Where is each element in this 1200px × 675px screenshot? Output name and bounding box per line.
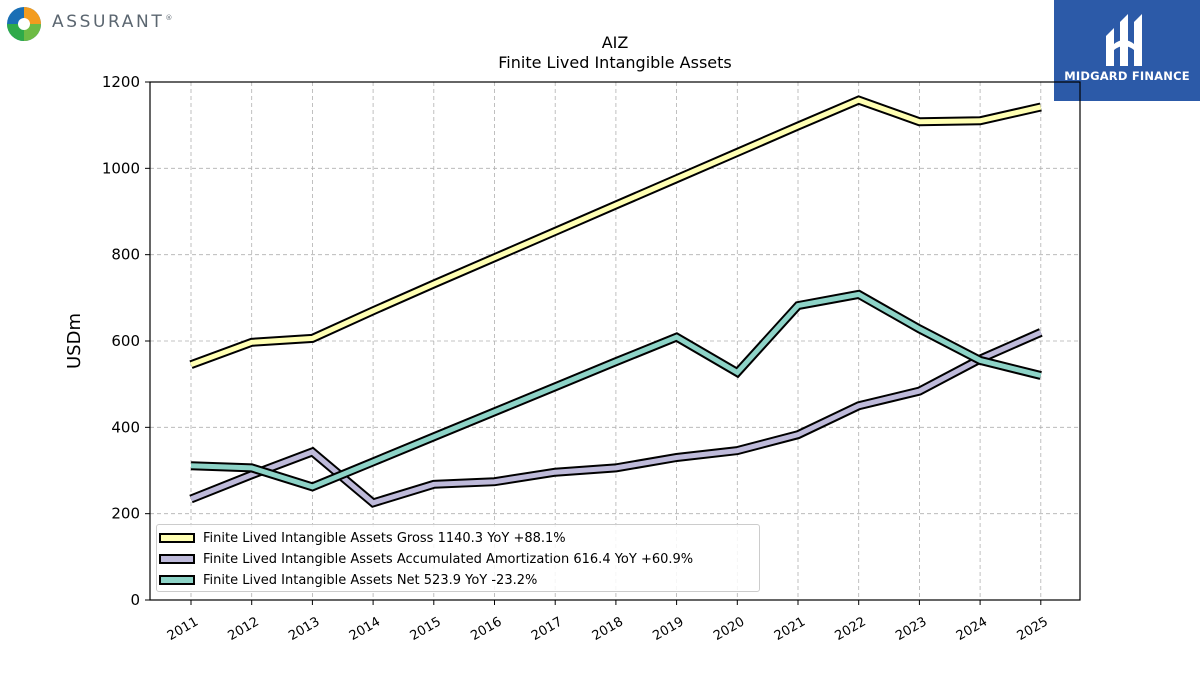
legend-label-amortization: Finite Lived Intangible Assets Accumulat… <box>203 551 694 567</box>
y-tick-label: 400 <box>111 418 140 436</box>
x-tick-label: 2011 <box>165 614 201 644</box>
y-tick-label: 200 <box>111 505 140 523</box>
assurant-logo-icon <box>7 7 41 41</box>
x-tick-label: 2017 <box>529 614 565 644</box>
x-tick-label: 2014 <box>347 614 383 644</box>
series-lines <box>189 95 1043 508</box>
x-tick-label: 2024 <box>954 614 990 644</box>
legend-label-gross: Finite Lived Intangible Assets Gross 114… <box>203 530 566 546</box>
x-tick-label: 2025 <box>1015 614 1051 644</box>
assurant-wordmark: ASSURANT® <box>52 12 173 32</box>
x-tick-label: 2018 <box>590 614 626 644</box>
y-axis-label: USDm <box>64 313 85 369</box>
midgard-finance-watermark: MIDGARD FINANCE <box>1054 0 1200 101</box>
legend-swatch-amortization <box>159 554 195 564</box>
x-tick-label: 2013 <box>286 614 322 644</box>
x-tick-label: 2023 <box>893 614 929 644</box>
legend-swatch-net <box>159 575 195 585</box>
midgard-logo-icon <box>1106 14 1142 66</box>
x-tick-label: 2020 <box>711 614 747 644</box>
x-tick-label: 2015 <box>408 614 444 644</box>
midgard-finance-text: MIDGARD FINANCE <box>1064 69 1190 83</box>
legend-label-net: Finite Lived Intangible Assets Net 523.9… <box>203 572 538 588</box>
assurant-logo <box>4 4 204 44</box>
y-tick-label: 0 <box>130 591 140 609</box>
x-tick-label: 2016 <box>468 614 504 644</box>
series-line-0 <box>190 97 1042 368</box>
y-tick-label: 1200 <box>102 73 140 91</box>
y-tick-label: 600 <box>111 332 140 350</box>
series-line-1 <box>190 330 1042 506</box>
y-axis-ticks: 0 200 400 600 800 1000 1200 <box>102 73 150 609</box>
chart-subtitle: Finite Lived Intangible Assets <box>498 53 731 72</box>
x-tick-label: 2019 <box>650 614 686 644</box>
x-tick-label: 2021 <box>772 614 808 644</box>
legend: Finite Lived Intangible Assets Gross 114… <box>156 524 760 592</box>
legend-item-amortization: Finite Lived Intangible Assets Accumulat… <box>159 549 693 569</box>
legend-item-gross: Finite Lived Intangible Assets Gross 114… <box>159 528 566 548</box>
chart-title: AIZ <box>602 33 629 52</box>
y-tick-label: 800 <box>111 246 140 264</box>
series-line-2 <box>190 291 1042 490</box>
legend-swatch-gross <box>159 533 195 543</box>
y-tick-label: 1000 <box>102 159 140 177</box>
x-tick-label: 2012 <box>226 614 262 644</box>
x-tick-label: 2022 <box>833 614 869 644</box>
legend-item-net: Finite Lived Intangible Assets Net 523.9… <box>159 570 537 590</box>
x-axis-ticks: 2011 2012 2013 2014 2015 2016 2017 2018 2019 2020… <box>165 600 1051 644</box>
